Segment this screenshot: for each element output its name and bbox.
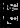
Legend: Water content  80ppm, Water content  640ppm: Water content 80ppm, Water content 640pp… <box>0 11 10 28</box>
Text: Fig.  2: Fig. 2 <box>1 13 20 28</box>
Text: Fig.  1: Fig. 1 <box>1 1 20 28</box>
Text: ·: · <box>6 0 14 27</box>
